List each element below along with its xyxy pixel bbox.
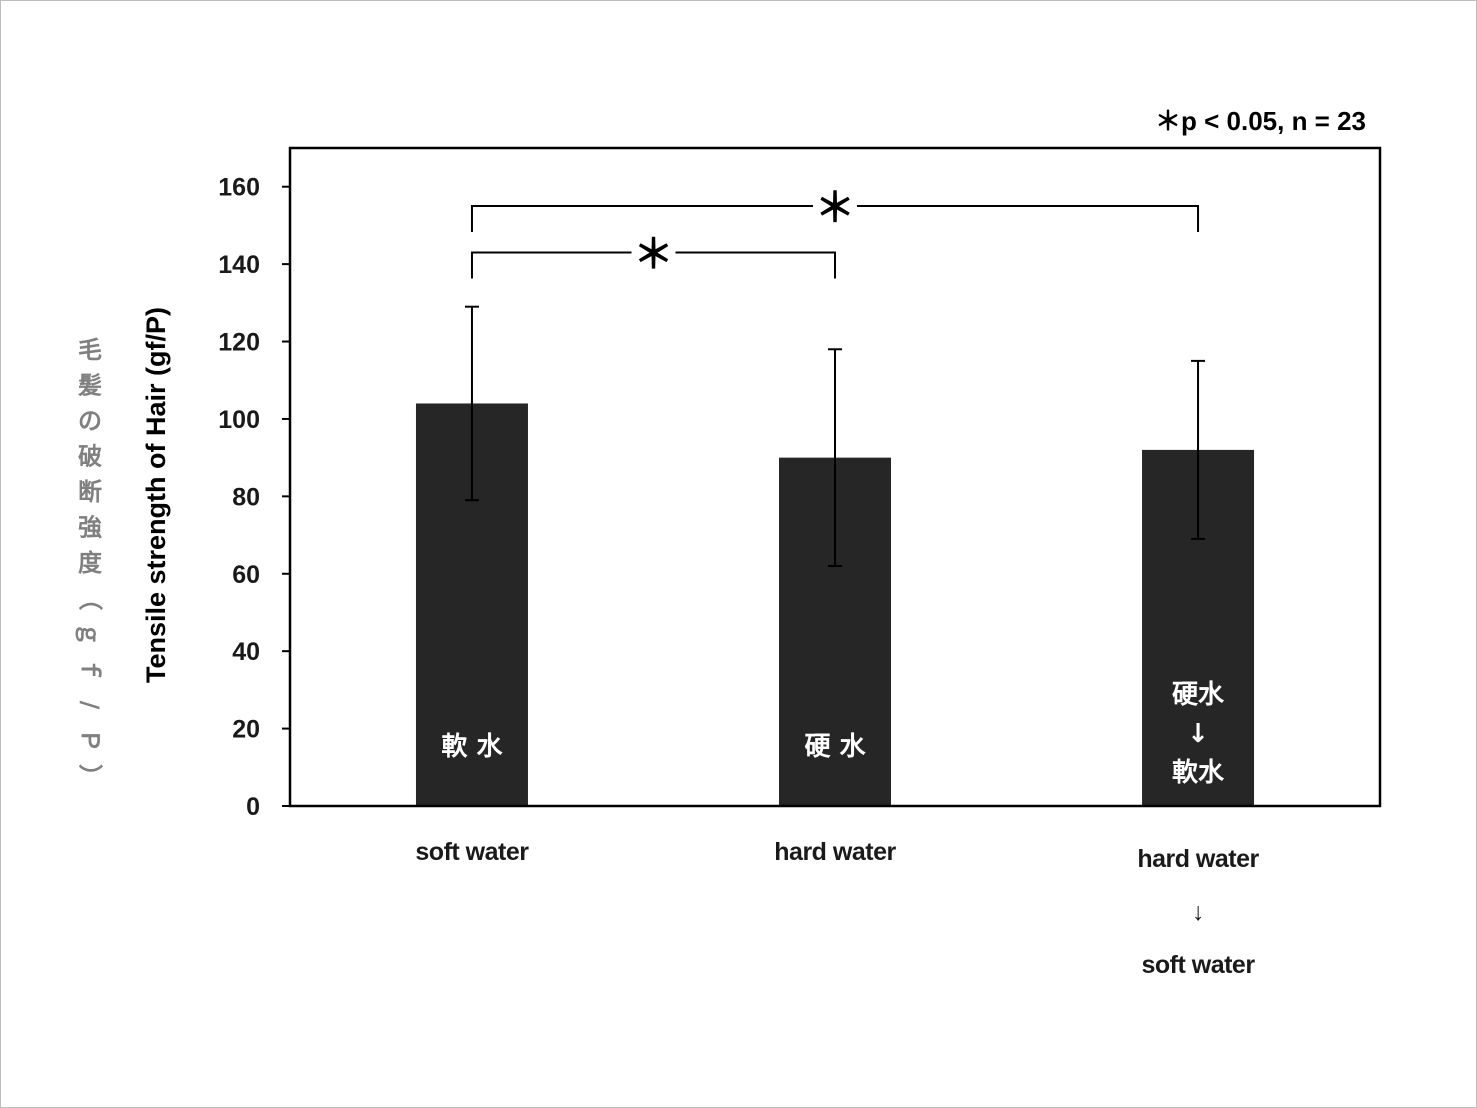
significance-note: ＊p < 0.05, n = 23: [1155, 106, 1366, 136]
x-category-label: hard water: [774, 838, 896, 866]
bar-label: ↓: [1187, 719, 1209, 749]
x-category-label: hard water: [1137, 845, 1259, 873]
significance-star: ＊: [633, 232, 673, 278]
y-axis-title-japanese-char: 強: [78, 514, 102, 542]
y-tick-label: 60: [232, 561, 260, 589]
y-tick-label: 140: [218, 251, 260, 279]
y-tick-label: 20: [232, 716, 260, 744]
significance-bracket: [470, 205, 1200, 233]
x-category-label: ↓: [1192, 898, 1204, 926]
y-tick-label: 0: [246, 793, 260, 821]
y-axis-title-japanese-char: /: [76, 701, 104, 710]
y-axis-title-japanese-char: の: [78, 407, 102, 435]
y-axis-ticks: 0 20 40 60 80 100 120 140 160: [218, 174, 290, 821]
y-axis-title-japanese-char: 破: [78, 443, 102, 471]
bar-label: 硬水: [1172, 680, 1225, 710]
y-axis-title-japanese-char: 髪: [77, 372, 102, 400]
y-axis-title-japanese-char: ｇ: [75, 622, 104, 646]
x-axis-categories: soft water hard water hard water ↓ soft wate…: [415, 838, 1260, 979]
y-axis-title: Tensile strength of Hair (gf/P): [141, 307, 171, 683]
significance-brackets: ＊＊: [470, 185, 1200, 279]
plot-area-border: [288, 146, 1382, 808]
x-category-label: soft water: [415, 838, 529, 866]
y-axis-title-japanese-char: （: [76, 587, 104, 611]
y-axis-title-japanese-char: 度: [78, 549, 103, 577]
y-axis-title-japanese-char: ）: [76, 764, 104, 788]
y-tick-label: 80: [232, 483, 260, 511]
bar-label: 軟 水: [441, 731, 503, 762]
bar-label: 軟水: [1172, 757, 1225, 788]
y-axis-title-japanese-char: 断: [78, 478, 102, 506]
y-tick-label: 100: [218, 406, 260, 434]
y-tick-label: 160: [218, 174, 260, 202]
x-category-label: soft water: [1141, 951, 1255, 979]
y-tick-label: 40: [232, 638, 260, 666]
y-axis-title-japanese-char: ｆ: [76, 658, 104, 682]
significance-bracket: [470, 251, 836, 279]
bar-label: 硬 水: [804, 732, 866, 762]
y-axis-title-japanese-char: 毛: [78, 336, 102, 364]
y-axis-title-japanese-char: Ｐ: [76, 729, 104, 753]
error-bars: [464, 305, 1206, 568]
y-tick-label: 120: [218, 329, 260, 357]
significance-star: ＊: [815, 185, 855, 231]
